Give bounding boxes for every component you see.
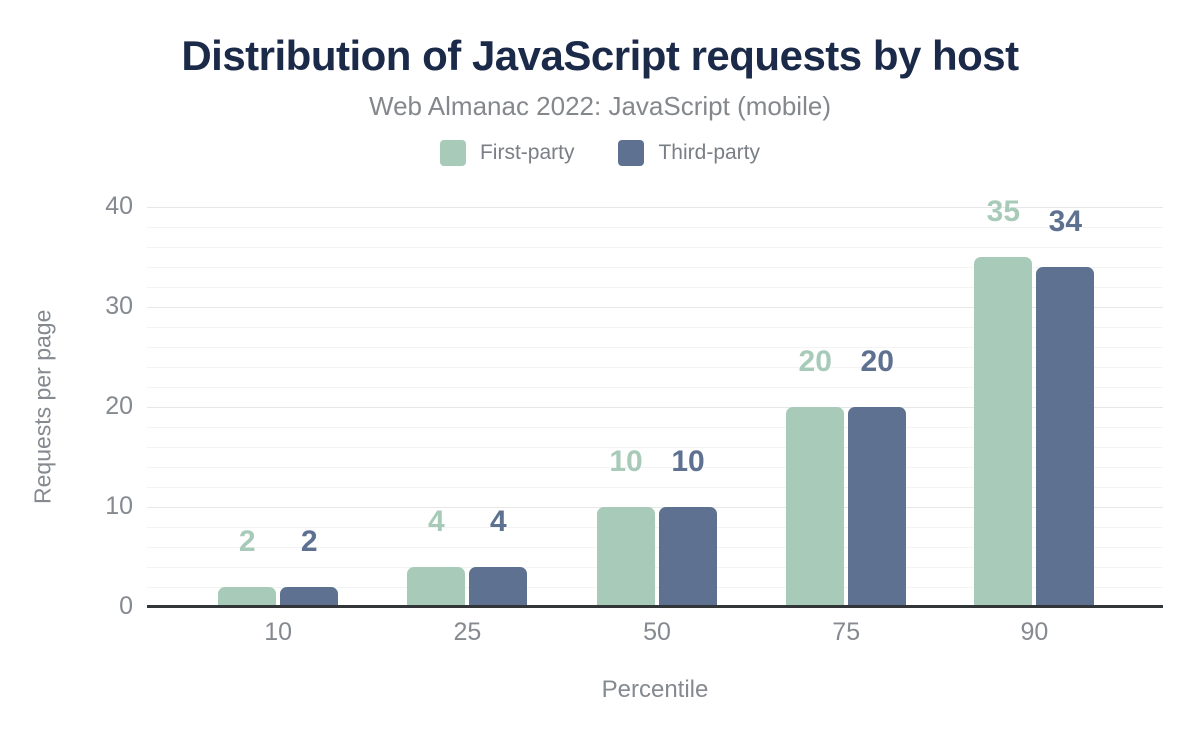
x-tick-label: 25 <box>453 618 482 646</box>
bar-value-label: 35 <box>986 195 1021 228</box>
major-gridline <box>147 206 1163 208</box>
y-tick-label: 0 <box>119 592 133 620</box>
minor-gridline <box>147 446 1163 448</box>
y-tick-label: 10 <box>105 492 133 520</box>
bar-value-label: 2 <box>238 525 256 558</box>
bar-value-label: 4 <box>490 505 507 538</box>
bar-third-party-p10 <box>280 587 339 607</box>
major-gridline <box>147 506 1163 508</box>
minor-gridline <box>147 346 1163 348</box>
bar-third-party-p90 <box>1036 267 1095 607</box>
bar-value-label: 20 <box>860 345 894 378</box>
major-gridline <box>147 406 1163 408</box>
legend-label: Third-party <box>658 141 761 164</box>
bar-value-label: 34 <box>1048 205 1083 238</box>
bar-value-label: 4 <box>428 505 445 538</box>
minor-gridline <box>147 486 1163 488</box>
plot-area: 0 10 20 30 40 2 2 10 4 4 25 10 10 50 20 20 75 35 34 90 <box>105 194 1163 645</box>
x-axis-line <box>147 605 1163 608</box>
major-gridline <box>147 306 1163 308</box>
minor-gridline <box>147 326 1163 328</box>
minor-gridline <box>147 386 1163 388</box>
bar-first-party-p75 <box>786 407 845 607</box>
bar-first-party-p10 <box>218 587 277 607</box>
x-tick-label: 10 <box>264 618 293 646</box>
minor-gridline <box>147 466 1163 468</box>
bar-first-party-p25 <box>407 567 466 607</box>
x-tick-label: 90 <box>1020 618 1049 646</box>
x-tick-label: 75 <box>832 618 861 646</box>
y-tick-label: 30 <box>105 292 133 320</box>
x-tick-label: 50 <box>643 618 671 646</box>
minor-gridline <box>147 366 1163 368</box>
y-axis-title: Requests per page <box>29 309 56 505</box>
minor-gridline <box>147 226 1163 228</box>
legend-label: First-party <box>479 141 575 164</box>
minor-gridline <box>147 246 1163 248</box>
bar-value-label: 10 <box>609 445 643 478</box>
chart-title: Distribution of JavaScript requests by h… <box>181 32 1019 79</box>
x-axis-title: Percentile <box>601 676 709 703</box>
bar-third-party-p50 <box>659 507 718 607</box>
chart-subtitle: Web Almanac 2022: JavaScript (mobile) <box>369 91 831 121</box>
bar-first-party-p50 <box>597 507 656 607</box>
bar-first-party-p90 <box>974 257 1033 607</box>
legend-item-first-party: First-party <box>439 140 575 166</box>
legend-item-third-party: Third-party <box>618 140 760 166</box>
legend-swatch <box>618 140 645 166</box>
minor-gridline <box>147 286 1163 288</box>
bar-value-label: 2 <box>300 525 318 558</box>
bar-value-label: 10 <box>671 445 705 478</box>
minor-gridline <box>147 426 1163 428</box>
legend: First-party Third-party <box>0 140 1200 166</box>
bar-third-party-p25 <box>469 567 528 607</box>
bar-value-label: 20 <box>798 345 832 378</box>
bar-third-party-p75 <box>848 407 907 607</box>
legend-swatch <box>439 140 466 166</box>
y-tick-label: 40 <box>105 192 133 220</box>
minor-gridline <box>147 266 1163 268</box>
y-tick-label: 20 <box>105 392 133 420</box>
